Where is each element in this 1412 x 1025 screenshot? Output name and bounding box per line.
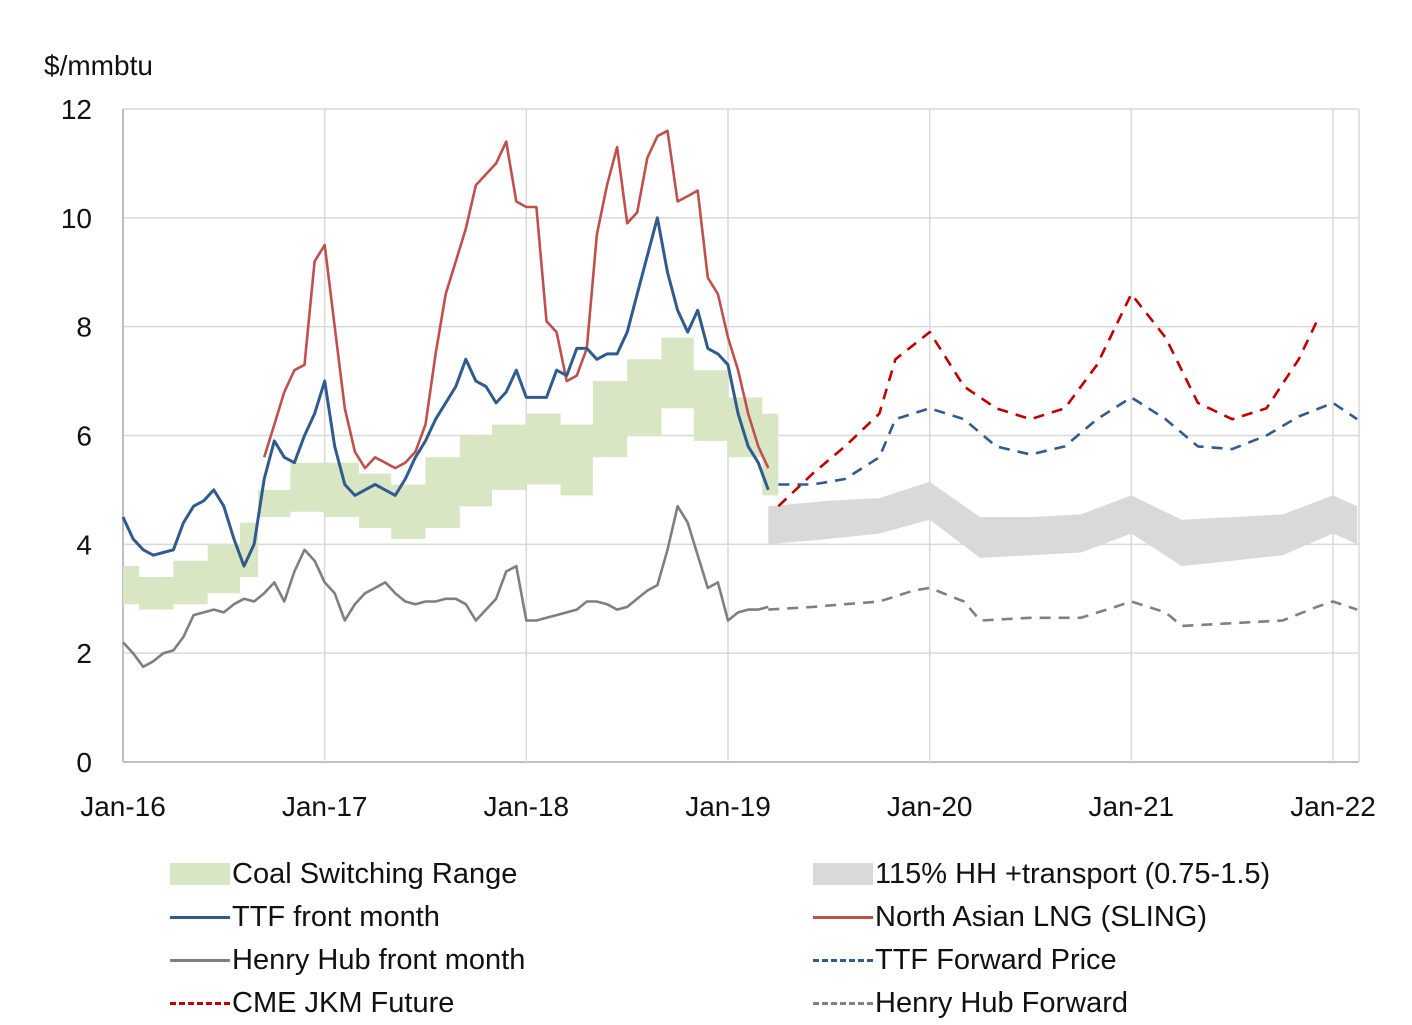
y-tick-label: 2	[76, 638, 92, 669]
axes: 0 2 4 6 8 10 12 Jan-16 Jan-17 Jan-18 Jan-19 Jan-20 J…	[61, 94, 1376, 822]
x-tick-label: Jan-22	[1290, 791, 1376, 822]
ttf-forward-price-line	[778, 396, 1358, 486]
y-tick-label: 10	[61, 203, 92, 234]
x-tick-label: Jan-20	[887, 791, 973, 822]
henry-hub-forward-line	[768, 586, 1358, 628]
y-tick-label: 8	[76, 312, 92, 343]
coal-switching-range-area	[123, 337, 779, 610]
y-axis-unit-label: $/mmbtu	[44, 50, 153, 81]
x-tick-label: Jan-18	[484, 791, 570, 822]
area-layer	[123, 337, 1358, 610]
y-tick-label: 6	[76, 421, 92, 452]
y-tick-label: 4	[76, 529, 92, 560]
north-asian-lng-sling-line	[262, 129, 770, 470]
x-tick-label: Jan-17	[282, 791, 368, 822]
hh-transport-band-area	[768, 481, 1358, 567]
ttf-front-month-line	[121, 216, 770, 568]
henry-hub-front-month-line	[122, 504, 769, 669]
x-tick-label: Jan-16	[80, 791, 166, 822]
y-tick-label: 0	[76, 747, 92, 778]
cme-jkm-future-line	[777, 292, 1319, 508]
line-layer	[121, 129, 1358, 669]
y-tick-label: 12	[61, 94, 92, 125]
x-tick-label: Jan-19	[685, 791, 771, 822]
x-tick-label: Jan-21	[1089, 791, 1175, 822]
grid	[122, 108, 1360, 763]
